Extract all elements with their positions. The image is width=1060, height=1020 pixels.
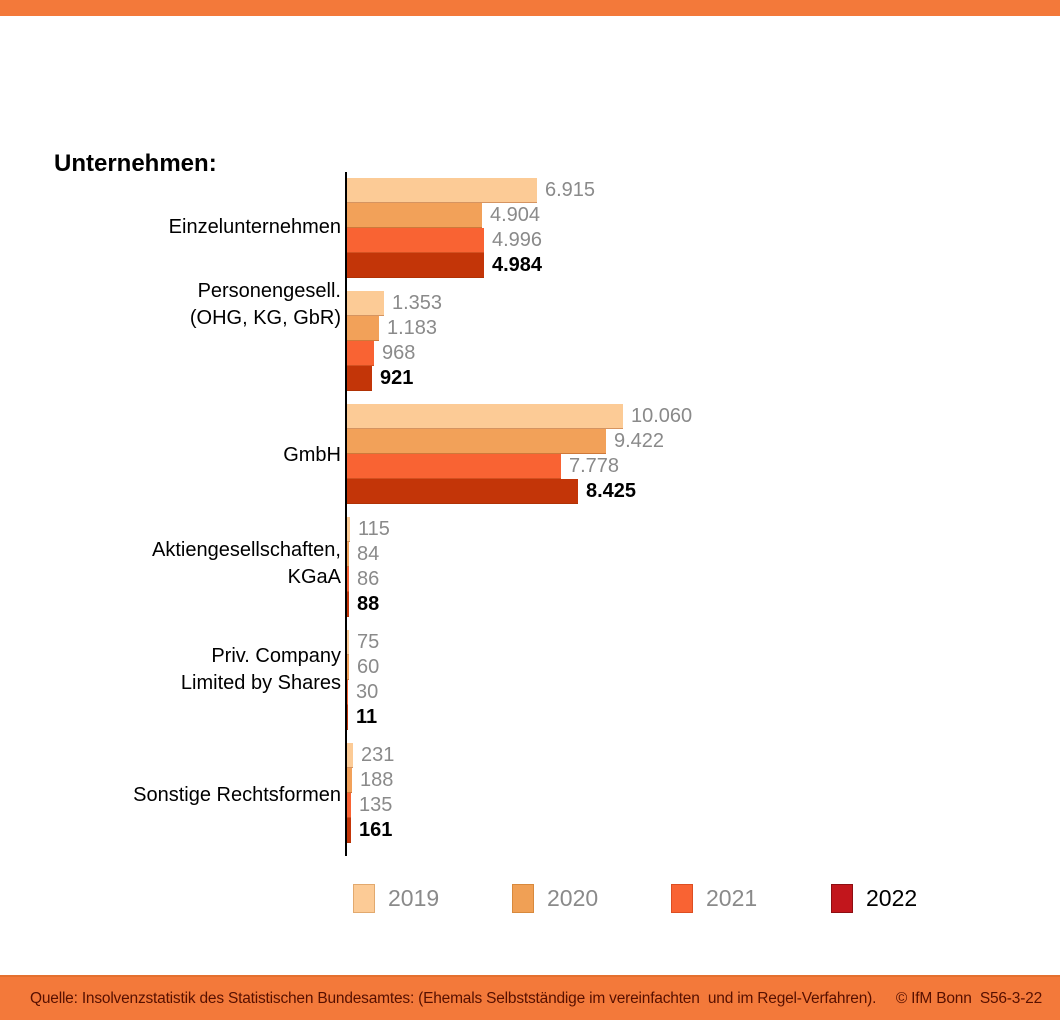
value-label-2021-category-3: 86 bbox=[353, 567, 384, 592]
category-label-5: Sonstige Rechtsformen bbox=[133, 783, 341, 806]
bar-2020-category-4 bbox=[347, 655, 349, 680]
value-label-2019-category-5: 231 bbox=[357, 743, 399, 768]
value-label-2019-category-2: 10.060 bbox=[627, 404, 697, 429]
bar-2020-category-3 bbox=[347, 542, 349, 567]
bar-2019-category-4 bbox=[347, 630, 349, 655]
legend-swatch-2020 bbox=[512, 884, 534, 913]
value-label-2020-category-4: 60 bbox=[353, 655, 384, 680]
value-label-2021-category-1: 968 bbox=[378, 341, 420, 366]
bar-2019-category-1 bbox=[347, 291, 384, 316]
value-label-2019-category-1: 1.353 bbox=[388, 291, 447, 316]
footer-band: Quelle: Insolvenzstatistik des Statistis… bbox=[0, 975, 1060, 1020]
bar-2020-category-5 bbox=[347, 768, 352, 793]
bar-2019-category-2 bbox=[347, 404, 623, 429]
legend-label-2019: 2019 bbox=[388, 885, 440, 911]
bar-2021-category-3 bbox=[347, 567, 349, 592]
value-label-2021-category-0: 4.996 bbox=[488, 228, 547, 253]
bar-2022-category-5 bbox=[347, 818, 351, 843]
value-label-2020-category-2: 9.422 bbox=[610, 429, 669, 454]
value-label-2022-category-5: 161 bbox=[355, 818, 397, 843]
chart-title: Unternehmen: bbox=[54, 150, 217, 177]
value-label-2022-category-3: 88 bbox=[353, 592, 384, 617]
bar-2021-category-5 bbox=[347, 793, 351, 818]
category-label-0: Einzelunternehmen bbox=[168, 215, 341, 238]
value-label-2022-category-2: 8.425 bbox=[582, 479, 641, 504]
bar-2022-category-1 bbox=[347, 366, 372, 391]
value-label-2021-category-4: 30 bbox=[352, 680, 383, 705]
value-label-2021-category-2: 7.778 bbox=[565, 454, 624, 479]
bar-2019-category-3 bbox=[347, 517, 350, 542]
y-axis-line bbox=[345, 172, 347, 856]
value-label-2019-category-3: 115 bbox=[354, 517, 394, 542]
legend-swatch-2022 bbox=[831, 884, 853, 913]
category-label-3: Aktiengesellschaften, KGaA bbox=[151, 539, 341, 588]
legend-label-2021: 2021 bbox=[706, 885, 758, 911]
legend-swatch-2019 bbox=[353, 884, 375, 913]
legend-item-2019: 2019 bbox=[353, 884, 439, 913]
bar-2022-category-2 bbox=[347, 479, 578, 504]
value-label-2020-category-5: 188 bbox=[356, 768, 398, 793]
value-label-2020-category-0: 4.904 bbox=[486, 203, 545, 228]
bar-2021-category-0 bbox=[347, 228, 484, 253]
value-label-2022-category-0: 4.984 bbox=[488, 253, 547, 278]
bar-2021-category-4 bbox=[347, 680, 348, 705]
value-label-2020-category-1: 1.183 bbox=[383, 316, 442, 341]
category-label-4: Priv. Company Limited by Shares bbox=[180, 645, 341, 694]
source-note: Quelle: Insolvenzstatistik des Statistis… bbox=[30, 989, 877, 1007]
category-label-1: Personengesell. (OHG, KG, GbR) bbox=[189, 280, 341, 329]
value-label-2022-category-4: 11 bbox=[352, 705, 382, 730]
legend-label-2020: 2020 bbox=[547, 885, 599, 911]
bar-2020-category-2 bbox=[347, 429, 606, 454]
legend-item-2022: 2022 bbox=[831, 884, 917, 913]
bar-2022-category-4 bbox=[347, 705, 348, 730]
legend-label-2022: 2022 bbox=[866, 885, 918, 911]
bar-2019-category-5 bbox=[347, 743, 353, 768]
top-border-band bbox=[0, 0, 1060, 16]
bar-2020-category-0 bbox=[347, 203, 482, 228]
legend-item-2020: 2020 bbox=[512, 884, 598, 913]
bar-2022-category-0 bbox=[347, 253, 484, 278]
bar-2020-category-1 bbox=[347, 316, 379, 341]
value-label-2019-category-0: 6.915 bbox=[541, 178, 600, 203]
category-label-2: GmbH bbox=[283, 443, 341, 466]
value-label-2021-category-5: 135 bbox=[355, 793, 397, 818]
legend-swatch-2021 bbox=[671, 884, 693, 913]
value-label-2020-category-3: 84 bbox=[353, 542, 384, 567]
bar-2019-category-0 bbox=[347, 178, 537, 203]
bar-2021-category-1 bbox=[347, 341, 374, 366]
value-label-2022-category-1: 921 bbox=[376, 366, 418, 391]
legend-item-2021: 2021 bbox=[671, 884, 757, 913]
value-label-2019-category-4: 75 bbox=[353, 630, 384, 655]
bar-2022-category-3 bbox=[347, 592, 349, 617]
credit-note: © IfM Bonn S56-3-22 bbox=[895, 989, 1042, 1007]
bar-2021-category-2 bbox=[347, 454, 561, 479]
